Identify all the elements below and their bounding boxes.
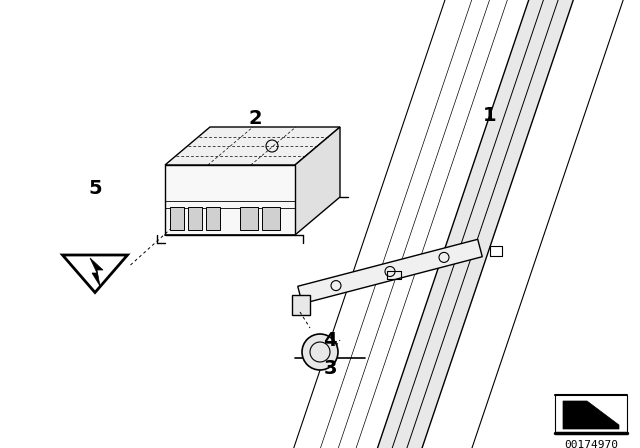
Text: 4: 4 xyxy=(323,331,337,349)
Polygon shape xyxy=(132,0,640,448)
Text: 3: 3 xyxy=(323,358,337,378)
Text: 1: 1 xyxy=(483,105,497,125)
Polygon shape xyxy=(298,239,483,304)
Bar xyxy=(262,207,280,230)
Text: 00174970: 00174970 xyxy=(564,440,618,448)
Polygon shape xyxy=(292,295,310,315)
Text: 5: 5 xyxy=(88,178,102,198)
Circle shape xyxy=(302,334,338,370)
Polygon shape xyxy=(90,258,103,286)
Bar xyxy=(240,207,258,230)
Bar xyxy=(206,207,220,230)
Polygon shape xyxy=(295,127,340,235)
Text: 2: 2 xyxy=(248,108,262,128)
Bar xyxy=(170,207,184,230)
Polygon shape xyxy=(165,165,295,235)
Polygon shape xyxy=(63,255,127,293)
Polygon shape xyxy=(165,127,340,165)
Polygon shape xyxy=(563,401,619,429)
Bar xyxy=(188,207,202,230)
